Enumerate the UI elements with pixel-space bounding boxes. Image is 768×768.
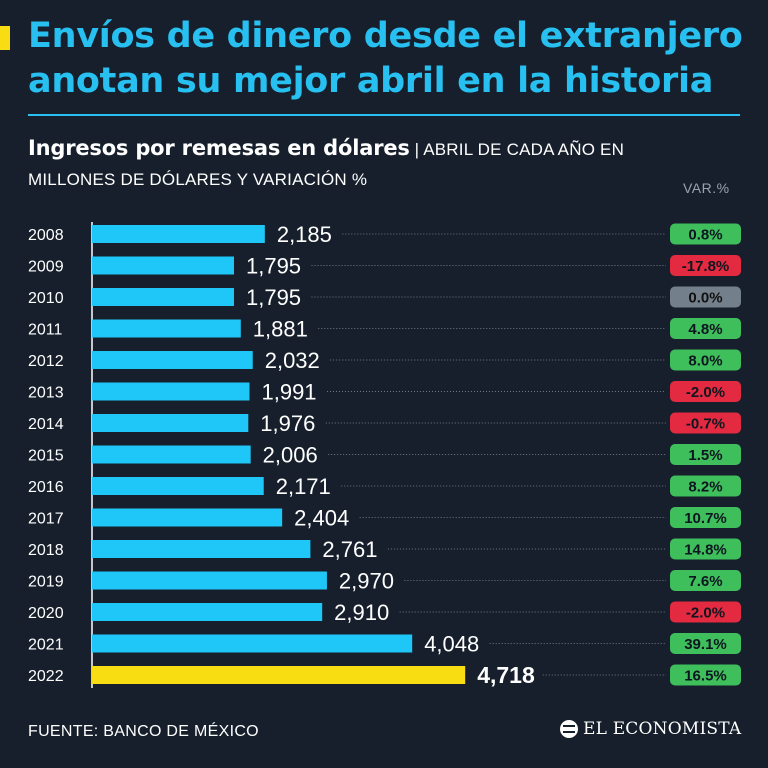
title-line-1: Envíos de dinero desde el extranjero (28, 16, 743, 56)
subtitle-separator: | (409, 140, 424, 159)
bar (92, 225, 265, 243)
brand-name: EL ECONOMISTA (583, 719, 742, 739)
year-label: 2010 (28, 290, 64, 307)
bar (92, 603, 323, 621)
variation-pill (670, 444, 741, 465)
chart-title: Envíos de dinero desde el extranjero ano… (28, 14, 748, 104)
variation-pill (670, 318, 741, 339)
variation-pill (670, 570, 741, 591)
variation-pill (670, 538, 741, 560)
year-label: 2018 (28, 542, 64, 559)
value-label: 1,795 (246, 285, 301, 310)
variation-pill (670, 664, 741, 686)
value-label: 2,032 (265, 348, 320, 373)
year-label: 2020 (28, 605, 64, 622)
value-label: 1,991 (261, 380, 316, 405)
variation-label: 7.6% (688, 573, 722, 590)
year-label: 2015 (28, 448, 64, 465)
value-label: 2,006 (263, 443, 318, 468)
title-rule (28, 114, 740, 116)
bar (92, 351, 253, 369)
year-label: 2013 (28, 385, 64, 402)
bar (92, 414, 249, 432)
variation-pill (670, 255, 741, 276)
year-label: 2017 (28, 511, 64, 528)
variation-label: 16.5% (684, 668, 727, 685)
year-label: 2019 (28, 574, 64, 591)
variation-pill (670, 223, 741, 245)
year-label: 2009 (28, 259, 64, 276)
value-label: 2,970 (339, 569, 394, 594)
bar (92, 666, 466, 684)
value-label: 2,910 (334, 600, 389, 625)
chart-subtitle: Ingresos por remesas en dólares | ABRIL … (28, 133, 738, 195)
year-label: 2014 (28, 416, 64, 433)
variation-pill (670, 381, 741, 402)
variation-label: 8.0% (688, 353, 722, 370)
value-label: 2,761 (322, 537, 377, 562)
brand-icon (560, 720, 578, 738)
brand-logo: EL ECONOMISTA (560, 719, 741, 739)
value-label: 1,976 (260, 411, 315, 436)
variation-label: -2.0% (686, 605, 725, 622)
variation-label: 14.8% (684, 542, 727, 559)
subtitle-rest-2: MILLONES DE DÓLARES Y VARIACIÓN % (28, 170, 368, 189)
variation-label: 1.5% (688, 447, 722, 464)
bar (92, 571, 327, 590)
year-label: 2011 (28, 322, 63, 339)
variation-pill (670, 633, 741, 654)
bar (92, 540, 311, 558)
subtitle-rest-1: ABRIL DE CADA AÑO EN (423, 140, 625, 159)
variation-label: -17.8% (682, 258, 730, 275)
year-label: 2012 (28, 353, 64, 370)
bar (92, 477, 264, 495)
variation-label: 39.1% (684, 636, 727, 653)
variation-pill (670, 507, 741, 528)
title-line-2: anotan su mejor abril en la historia (28, 61, 714, 101)
value-label: 2,171 (276, 474, 331, 499)
bar (92, 288, 234, 306)
variation-label: 10.7% (684, 510, 727, 527)
accent-bar (0, 26, 10, 50)
value-label: 4,718 (477, 662, 535, 688)
subtitle-strong: Ingresos por remesas en dólares (28, 136, 410, 160)
source-note: FUENTE: BANCO DE MÉXICO (28, 723, 259, 740)
bar (92, 445, 251, 464)
value-label: 4,048 (424, 632, 479, 657)
variation-pill (670, 349, 741, 371)
variation-pill (670, 286, 741, 308)
variation-label: 4.8% (688, 321, 722, 338)
year-label: 2022 (28, 668, 64, 685)
value-label: 1,881 (253, 317, 308, 342)
variation-pill (670, 412, 741, 434)
year-label: 2021 (28, 637, 64, 654)
value-label: 1,795 (246, 254, 301, 279)
bar (92, 319, 241, 338)
variation-label: 0.0% (688, 290, 722, 307)
year-label: 2016 (28, 479, 64, 496)
variation-pill (670, 475, 741, 497)
variation-label: 0.8% (688, 227, 722, 244)
year-label: 2008 (28, 227, 64, 244)
variation-label: -0.7% (686, 416, 725, 433)
value-label: 2,185 (277, 222, 332, 247)
value-label: 2,404 (294, 506, 349, 531)
bar (92, 634, 413, 653)
bar (92, 382, 250, 401)
bar (92, 256, 234, 275)
variation-label: -2.0% (686, 384, 725, 401)
variation-label: 8.2% (688, 479, 722, 496)
variation-header: VAR.% (683, 180, 730, 196)
variation-pill (670, 601, 741, 623)
bar (92, 508, 283, 527)
